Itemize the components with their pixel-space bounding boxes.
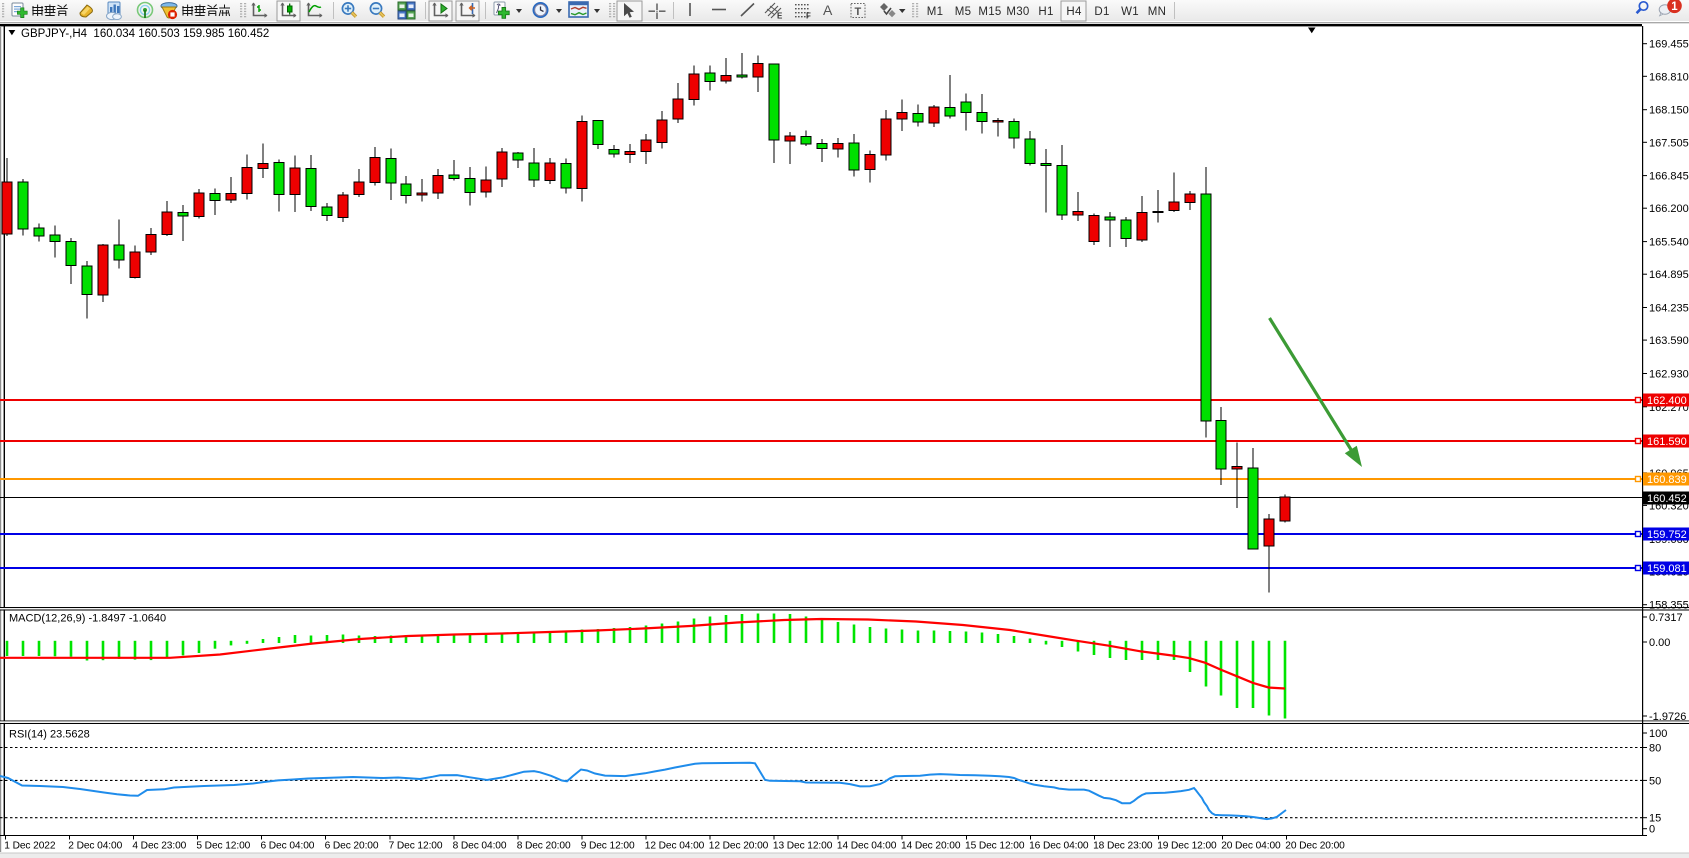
svg-text:13 Dec 12:00: 13 Dec 12:00 xyxy=(773,841,833,852)
svg-text:158.355: 158.355 xyxy=(1649,600,1689,612)
svg-text:H1: H1 xyxy=(1038,6,1053,18)
svg-text:5 Dec 12:00: 5 Dec 12:00 xyxy=(196,841,250,852)
svg-text:166.200: 166.200 xyxy=(1649,203,1689,215)
svg-text:0.7317: 0.7317 xyxy=(1649,612,1683,624)
svg-text:T: T xyxy=(855,6,862,18)
svg-text:160.839: 160.839 xyxy=(1647,474,1687,486)
svg-text:80: 80 xyxy=(1649,743,1661,755)
svg-text:M30: M30 xyxy=(1006,6,1029,18)
svg-text:164.895: 164.895 xyxy=(1649,269,1689,281)
svg-text:12 Dec 20:00: 12 Dec 20:00 xyxy=(709,841,769,852)
svg-text:19 Dec 12:00: 19 Dec 12:00 xyxy=(1157,841,1217,852)
svg-text:18 Dec 23:00: 18 Dec 23:00 xyxy=(1093,841,1153,852)
svg-text:-1.9726: -1.9726 xyxy=(1649,711,1686,723)
svg-text:4 Dec 23:00: 4 Dec 23:00 xyxy=(132,841,186,852)
svg-text:1 Dec 2022: 1 Dec 2022 xyxy=(4,841,56,852)
svg-text:20 Dec 04:00: 20 Dec 04:00 xyxy=(1221,841,1281,852)
svg-text:15 Dec 12:00: 15 Dec 12:00 xyxy=(965,841,1025,852)
svg-text:100: 100 xyxy=(1649,728,1667,740)
svg-text:165.540: 165.540 xyxy=(1649,237,1689,249)
svg-text:167.505: 167.505 xyxy=(1649,137,1689,149)
svg-text:0: 0 xyxy=(1649,824,1655,836)
svg-text:12 Dec 04:00: 12 Dec 04:00 xyxy=(645,841,705,852)
svg-text:M1: M1 xyxy=(927,6,944,18)
svg-text:14 Dec 04:00: 14 Dec 04:00 xyxy=(837,841,897,852)
svg-text:159.081: 159.081 xyxy=(1647,563,1687,575)
svg-text:F: F xyxy=(806,12,811,21)
svg-text:161.590: 161.590 xyxy=(1647,436,1687,448)
svg-text:166.845: 166.845 xyxy=(1649,171,1689,183)
svg-text:162.930: 162.930 xyxy=(1649,369,1689,381)
svg-text:GBPJPY-,H4 160.034 160.503 15: GBPJPY-,H4 160.034 160.503 159.985 160.4… xyxy=(21,28,269,40)
svg-text:M5: M5 xyxy=(955,6,972,18)
svg-text:MACD(12,26,9) -1.8497 -1.0640: MACD(12,26,9) -1.8497 -1.0640 xyxy=(9,613,166,625)
svg-text:D1: D1 xyxy=(1094,6,1109,18)
svg-text:169.455: 169.455 xyxy=(1649,39,1689,51)
svg-text:MN: MN xyxy=(1148,6,1167,18)
svg-text:160.452: 160.452 xyxy=(1647,493,1687,505)
svg-text:6 Dec 20:00: 6 Dec 20:00 xyxy=(325,841,379,852)
svg-text:1: 1 xyxy=(1671,1,1678,13)
svg-text:RSI(14) 23.5628: RSI(14) 23.5628 xyxy=(9,729,90,741)
svg-text:7 Dec 12:00: 7 Dec 12:00 xyxy=(389,841,443,852)
svg-text:50: 50 xyxy=(1649,775,1661,787)
svg-text:H4: H4 xyxy=(1066,6,1082,18)
svg-text:164.235: 164.235 xyxy=(1649,303,1689,315)
svg-text:163.590: 163.590 xyxy=(1649,335,1689,347)
svg-text:8 Dec 04:00: 8 Dec 04:00 xyxy=(453,841,507,852)
svg-text:14 Dec 20:00: 14 Dec 20:00 xyxy=(901,841,961,852)
svg-text:168.810: 168.810 xyxy=(1649,71,1689,83)
svg-text:0.00: 0.00 xyxy=(1649,637,1670,649)
svg-text:A: A xyxy=(823,2,833,18)
svg-text:8 Dec 20:00: 8 Dec 20:00 xyxy=(517,841,571,852)
svg-text:9 Dec 12:00: 9 Dec 12:00 xyxy=(581,841,635,852)
svg-text:15: 15 xyxy=(1649,813,1661,825)
svg-text:159.752: 159.752 xyxy=(1647,529,1687,541)
svg-text:W1: W1 xyxy=(1121,6,1139,18)
svg-text:16 Dec 04:00: 16 Dec 04:00 xyxy=(1029,841,1089,852)
svg-text:2 Dec 04:00: 2 Dec 04:00 xyxy=(68,841,122,852)
svg-text:E: E xyxy=(777,12,783,21)
svg-text:162.400: 162.400 xyxy=(1647,395,1687,407)
svg-text:168.150: 168.150 xyxy=(1649,105,1689,117)
svg-text:M15: M15 xyxy=(978,6,1001,18)
svg-text:6 Dec 04:00: 6 Dec 04:00 xyxy=(261,841,315,852)
svg-text:20 Dec 20:00: 20 Dec 20:00 xyxy=(1285,841,1345,852)
